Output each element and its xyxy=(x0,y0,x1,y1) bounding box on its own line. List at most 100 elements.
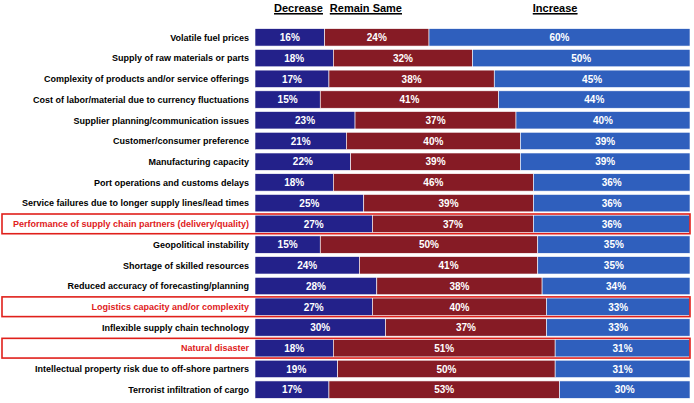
data-label: 40% xyxy=(423,136,443,147)
data-label: 17% xyxy=(282,384,302,395)
bar-segment xyxy=(255,70,329,87)
bar-segment xyxy=(555,339,690,356)
bar-segment xyxy=(255,49,333,66)
legend-underline xyxy=(533,14,578,15)
legend-entry: Remain Same xyxy=(330,2,402,14)
bar-segment xyxy=(359,257,537,274)
bar-segment xyxy=(520,153,690,170)
category-label: Volatile fuel prices xyxy=(170,33,249,43)
bar-segment xyxy=(255,360,338,377)
data-label: 50% xyxy=(419,239,439,250)
data-label: 50% xyxy=(436,364,456,375)
data-label: 27% xyxy=(304,302,324,313)
bar-segment xyxy=(546,319,690,336)
data-label: 36% xyxy=(602,177,622,188)
category-label: Complexity of products and/or service of… xyxy=(44,74,249,84)
category-label: Customer/consumer preference xyxy=(113,136,249,146)
bar-segment xyxy=(255,319,386,336)
legend-underline xyxy=(330,14,402,15)
data-label: 24% xyxy=(297,260,317,271)
bar-segment xyxy=(325,29,429,46)
bar-segment xyxy=(255,132,346,149)
category-label: Supply of raw materials or parts xyxy=(112,53,249,63)
category-label: Geopolitical instability xyxy=(153,240,249,250)
data-label: 22% xyxy=(293,156,313,167)
bar-segment xyxy=(255,257,359,274)
bar-segment xyxy=(320,236,538,253)
data-label: 30% xyxy=(310,322,330,333)
data-label: 41% xyxy=(399,94,419,105)
highlight-box xyxy=(2,214,690,234)
data-label: 45% xyxy=(582,74,602,85)
bar-segment xyxy=(329,70,494,87)
data-label: 35% xyxy=(604,239,624,250)
data-label: 17% xyxy=(282,74,302,85)
bar-segment xyxy=(255,29,325,46)
data-label: 46% xyxy=(423,177,443,188)
data-label: 40% xyxy=(449,302,469,313)
data-label: 18% xyxy=(284,53,304,64)
bar-segment xyxy=(560,381,691,398)
category-label: Cost of labor/material due to currency f… xyxy=(33,95,249,105)
data-label: 60% xyxy=(549,32,569,43)
bar-segment xyxy=(255,91,320,108)
data-label: 15% xyxy=(278,239,298,250)
bar-segment xyxy=(533,215,690,232)
data-label: 44% xyxy=(584,94,604,105)
bar-segment xyxy=(255,215,372,232)
data-label: 32% xyxy=(393,53,413,64)
bar-segment xyxy=(429,29,690,46)
data-label: 37% xyxy=(443,219,463,230)
bar-segment xyxy=(520,132,690,149)
bar-segment xyxy=(546,298,690,315)
bar-segment xyxy=(255,298,372,315)
legend-entry: Decrease xyxy=(274,2,323,14)
bar-segment xyxy=(377,277,542,294)
bar-segment xyxy=(542,277,690,294)
bar-segment xyxy=(494,70,690,87)
data-label: 36% xyxy=(602,198,622,209)
data-label: 31% xyxy=(613,364,633,375)
bar-segment xyxy=(333,49,472,66)
highlight-box xyxy=(2,338,690,358)
highlight-box xyxy=(2,297,690,317)
data-label: 33% xyxy=(608,302,628,313)
data-label: 18% xyxy=(284,177,304,188)
data-label: 51% xyxy=(434,343,454,354)
category-label: Inflexible supply chain technology xyxy=(102,323,249,333)
data-label: 53% xyxy=(434,384,454,395)
data-label: 50% xyxy=(571,53,591,64)
category-label: Intellectual property risk due to off-sh… xyxy=(35,364,249,374)
bar-segment xyxy=(255,174,333,191)
bar-segment xyxy=(255,194,364,211)
data-label: 40% xyxy=(593,115,613,126)
bar-segment xyxy=(351,153,521,170)
data-label: 37% xyxy=(456,322,476,333)
bar-segment xyxy=(255,339,333,356)
bar-segment xyxy=(329,381,560,398)
bar-segment xyxy=(538,236,690,253)
bar-segment xyxy=(338,360,556,377)
bar-segment xyxy=(364,194,534,211)
bar-segment xyxy=(355,112,516,129)
data-label: 30% xyxy=(615,384,635,395)
data-label: 21% xyxy=(291,136,311,147)
category-label: Reduced accuracy of forecasting/planning xyxy=(67,281,249,291)
bar-segment xyxy=(386,319,547,336)
bar-segment xyxy=(533,194,690,211)
data-label: 38% xyxy=(449,281,469,292)
bar-segment xyxy=(320,91,498,108)
bar-segment xyxy=(372,298,546,315)
data-label: 34% xyxy=(606,281,626,292)
data-label: 19% xyxy=(286,364,306,375)
data-label: 35% xyxy=(604,260,624,271)
data-label: 27% xyxy=(304,219,324,230)
data-label: 39% xyxy=(439,198,459,209)
bar-segment xyxy=(533,174,690,191)
category-label: Shortage of skilled resources xyxy=(123,261,249,271)
legend-underline xyxy=(274,14,323,15)
category-label: Logistics capacity and/or complexity xyxy=(91,302,249,312)
bar-segment xyxy=(333,339,555,356)
bar-segment xyxy=(346,132,520,149)
bar-segment xyxy=(255,112,355,129)
